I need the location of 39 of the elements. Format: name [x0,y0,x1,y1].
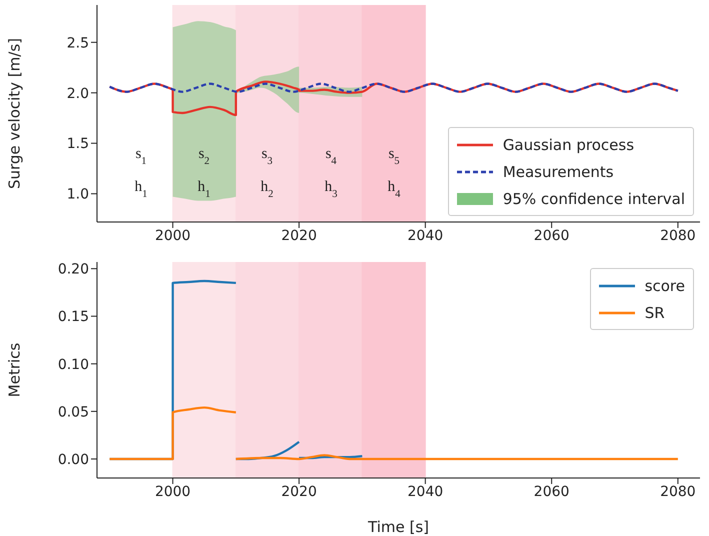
annotation: s$_{3}$ [262,146,274,166]
legend-label: score [644,276,685,294]
x-tick-label: 2000 [154,228,191,244]
x-tick-label: 2020 [281,228,317,244]
annotation: h$_{3}$ [324,179,337,200]
x-tick-label: 2020 [281,484,317,500]
x-tick-label: 2060 [534,228,570,244]
legend-label: SR [644,304,665,322]
legend-label: Gaussian process [502,136,634,154]
annotation: h$_{4}$ [387,179,401,200]
annotation: h$_{2}$ [261,179,274,200]
x-tick-label: 2040 [408,228,444,244]
y-tick-label: 0.20 [58,262,89,278]
x-axis-title: Time [s] [367,518,429,536]
legend-label: Measurements [502,162,614,180]
annotation: h$_{1}$ [134,179,148,200]
y-tick-label: 2.0 [66,86,89,102]
y-tick-label: 2.5 [66,35,89,52]
legend-label: 95% confidence interval [502,190,685,208]
annotation: s$_{2}$ [198,146,210,166]
x-tick-label: 2080 [660,484,696,500]
y-tick-label: 1.0 [66,186,89,203]
y-tick-label: 0.00 [58,452,89,468]
y-axis-title: Metrics [5,342,24,398]
annotation: s$_{4}$ [325,146,337,166]
line-series [108,82,679,93]
annotation: h$_{1}$ [198,179,211,200]
x-tick-label: 2080 [660,228,696,244]
x-tick-label: 2000 [154,484,191,500]
y-tick-label: 0.05 [58,404,89,420]
y-tick-label: 1.5 [66,136,89,152]
annotation: s$_{5}$ [388,146,400,166]
x-tick-label: 2040 [408,484,444,500]
y-axis-title: Surge velocity [m/s] [5,38,24,190]
line-series [108,406,238,460]
x-tick-label: 2060 [534,484,570,500]
annotation: s$_{1}$ [136,146,147,166]
y-tick-label: 0.10 [58,356,89,373]
y-tick-label: 0.15 [58,309,89,326]
